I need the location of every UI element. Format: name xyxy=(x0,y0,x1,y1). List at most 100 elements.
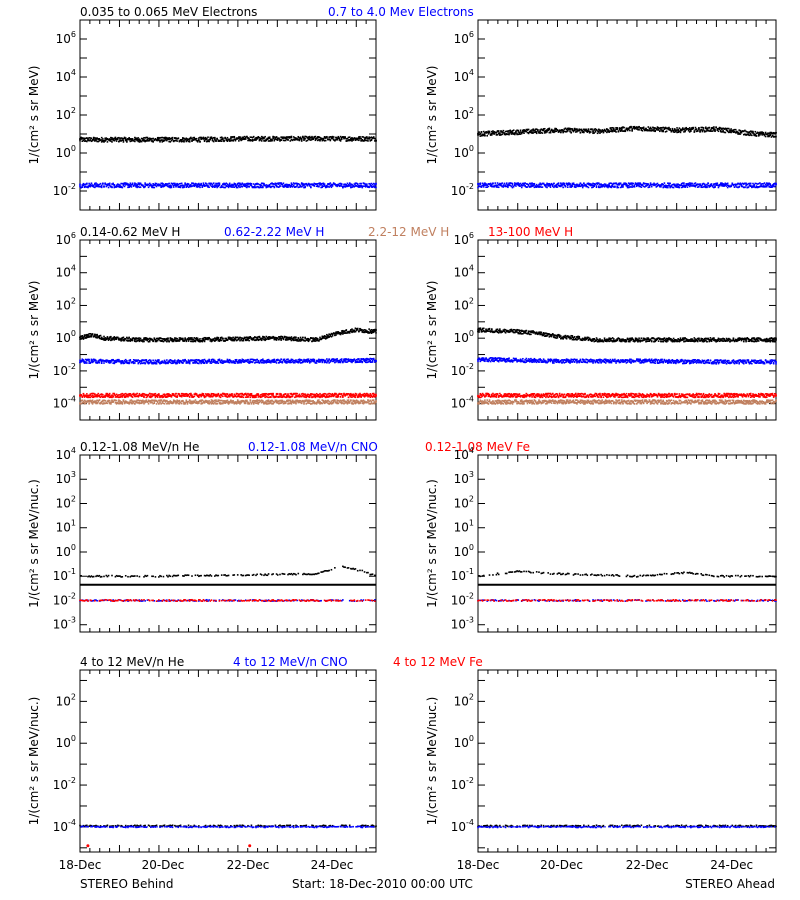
data-point xyxy=(218,182,221,185)
data-point xyxy=(90,182,93,185)
data-point xyxy=(351,140,353,142)
data-point xyxy=(354,185,357,187)
data-point xyxy=(289,136,292,138)
data-point xyxy=(244,359,247,362)
data-point xyxy=(244,185,247,188)
data-point xyxy=(545,186,547,188)
data-point xyxy=(231,186,233,188)
data-point xyxy=(276,186,279,188)
data-point xyxy=(99,182,102,185)
data-point xyxy=(210,358,213,361)
data-point xyxy=(719,184,722,186)
data-point xyxy=(244,183,247,185)
data-point xyxy=(259,360,262,363)
data-point xyxy=(287,184,289,187)
data-point xyxy=(626,186,629,189)
data-point xyxy=(656,185,659,187)
data-point xyxy=(327,359,329,362)
data-point xyxy=(116,336,119,339)
data-point xyxy=(136,339,138,342)
data-point xyxy=(83,185,86,188)
data-point xyxy=(304,186,306,189)
data-point xyxy=(228,140,231,142)
data-point xyxy=(726,127,729,130)
data-point xyxy=(517,182,520,184)
data-point xyxy=(721,183,723,185)
data-point xyxy=(243,185,246,187)
data-point xyxy=(128,138,130,140)
data-point xyxy=(302,182,304,185)
data-point xyxy=(577,184,579,187)
data-point xyxy=(217,362,220,365)
data-point xyxy=(676,129,678,131)
data-point xyxy=(372,331,375,334)
data-point xyxy=(281,337,284,339)
data-point xyxy=(265,335,268,338)
y-tick-label: 102 xyxy=(56,106,76,122)
data-point xyxy=(110,140,112,142)
data-point xyxy=(174,184,176,186)
data-point xyxy=(315,185,318,188)
data-point xyxy=(354,361,357,364)
data-point xyxy=(372,357,375,360)
data-point xyxy=(591,183,593,186)
y-axis-label: 1/(cm² s sr MeV) xyxy=(27,66,41,165)
data-point xyxy=(514,184,516,187)
data-point xyxy=(255,186,257,189)
data-point xyxy=(198,340,200,343)
data-point xyxy=(139,182,142,185)
data-point xyxy=(82,361,85,363)
data-point xyxy=(608,130,610,132)
data-point xyxy=(138,337,141,339)
data-point xyxy=(236,137,239,140)
data-point xyxy=(354,327,357,330)
data-point xyxy=(154,182,157,185)
data-point xyxy=(337,332,340,335)
data-point xyxy=(621,126,623,129)
data-point xyxy=(650,185,653,188)
data-point xyxy=(281,136,284,139)
data-point xyxy=(756,131,759,134)
data-point xyxy=(176,337,178,340)
data-point xyxy=(675,185,677,187)
data-point xyxy=(263,140,265,142)
data-point xyxy=(270,360,272,363)
data-point xyxy=(492,130,494,132)
data-point xyxy=(694,185,697,188)
data-point xyxy=(246,360,248,363)
series-blue xyxy=(79,357,377,365)
data-point xyxy=(588,130,591,133)
data-point xyxy=(234,362,237,364)
data-point xyxy=(350,186,352,189)
data-point xyxy=(564,130,567,133)
data-point xyxy=(656,126,659,128)
data-point xyxy=(746,186,749,189)
data-point xyxy=(186,182,189,185)
data-point xyxy=(191,182,193,184)
data-point xyxy=(259,338,262,341)
data-point xyxy=(134,182,136,184)
data-point xyxy=(608,184,610,186)
data-point xyxy=(323,139,326,142)
data-point xyxy=(501,185,503,188)
data-point xyxy=(151,138,153,140)
data-point xyxy=(709,184,712,187)
data-point xyxy=(83,186,86,189)
data-point xyxy=(300,361,303,364)
data-point xyxy=(191,185,193,188)
data-point xyxy=(340,185,343,187)
data-point xyxy=(138,138,141,141)
data-point xyxy=(633,184,636,187)
data-point xyxy=(550,182,553,185)
data-point xyxy=(339,333,342,336)
data-point xyxy=(504,130,507,133)
data-point xyxy=(315,339,318,342)
data-point xyxy=(179,337,182,339)
data-point xyxy=(299,137,302,140)
data-point xyxy=(344,330,346,332)
data-point xyxy=(148,339,151,342)
data-point xyxy=(144,337,146,339)
data-point xyxy=(184,359,186,362)
data-point xyxy=(556,129,559,131)
data-point xyxy=(316,139,319,142)
